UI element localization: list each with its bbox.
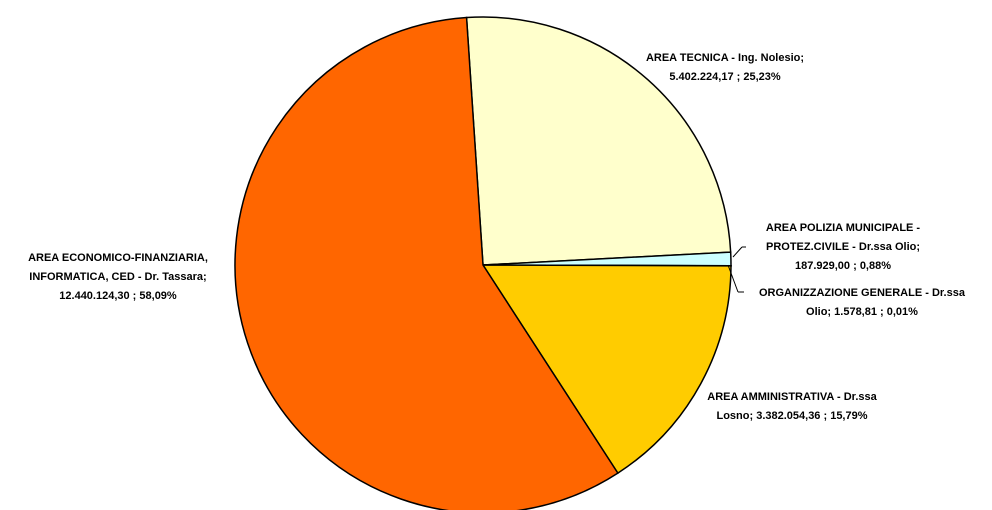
data-label: AREA ECONOMICO-FINANZIARIA, bbox=[28, 252, 208, 264]
data-label: AREA AMMINISTRATIVA - Dr.ssa bbox=[707, 391, 877, 403]
leader-line bbox=[732, 246, 743, 258]
data-label: PROTEZ.CIVILE - Dr.ssa Olio; bbox=[766, 241, 920, 253]
data-label: 187.929,00 ; 0,88% bbox=[795, 260, 891, 272]
data-label: Losno; 3.382.054,36 ; 15,79% bbox=[716, 410, 867, 422]
data-label: INFORMATICA, CED - Dr. Tassara; bbox=[29, 271, 206, 283]
data-label: 5.402.224,17 ; 25,23% bbox=[669, 71, 781, 83]
data-label: AREA TECNICA - Ing. Nolesio; bbox=[646, 52, 804, 64]
data-label: 12.440.124,30 ; 58,09% bbox=[59, 290, 177, 302]
pie-slice bbox=[234, 16, 619, 510]
data-label: ORGANIZZAZIONE GENERALE - Dr.ssa bbox=[759, 287, 966, 299]
data-label: AREA POLIZIA MUNICIPALE - bbox=[766, 222, 921, 234]
pie-slice bbox=[465, 16, 732, 266]
leader-line bbox=[727, 264, 739, 293]
pie-slice bbox=[481, 264, 732, 475]
data-label: Olio; 1.578,81 ; 0,01% bbox=[806, 306, 918, 318]
slices bbox=[234, 16, 732, 510]
